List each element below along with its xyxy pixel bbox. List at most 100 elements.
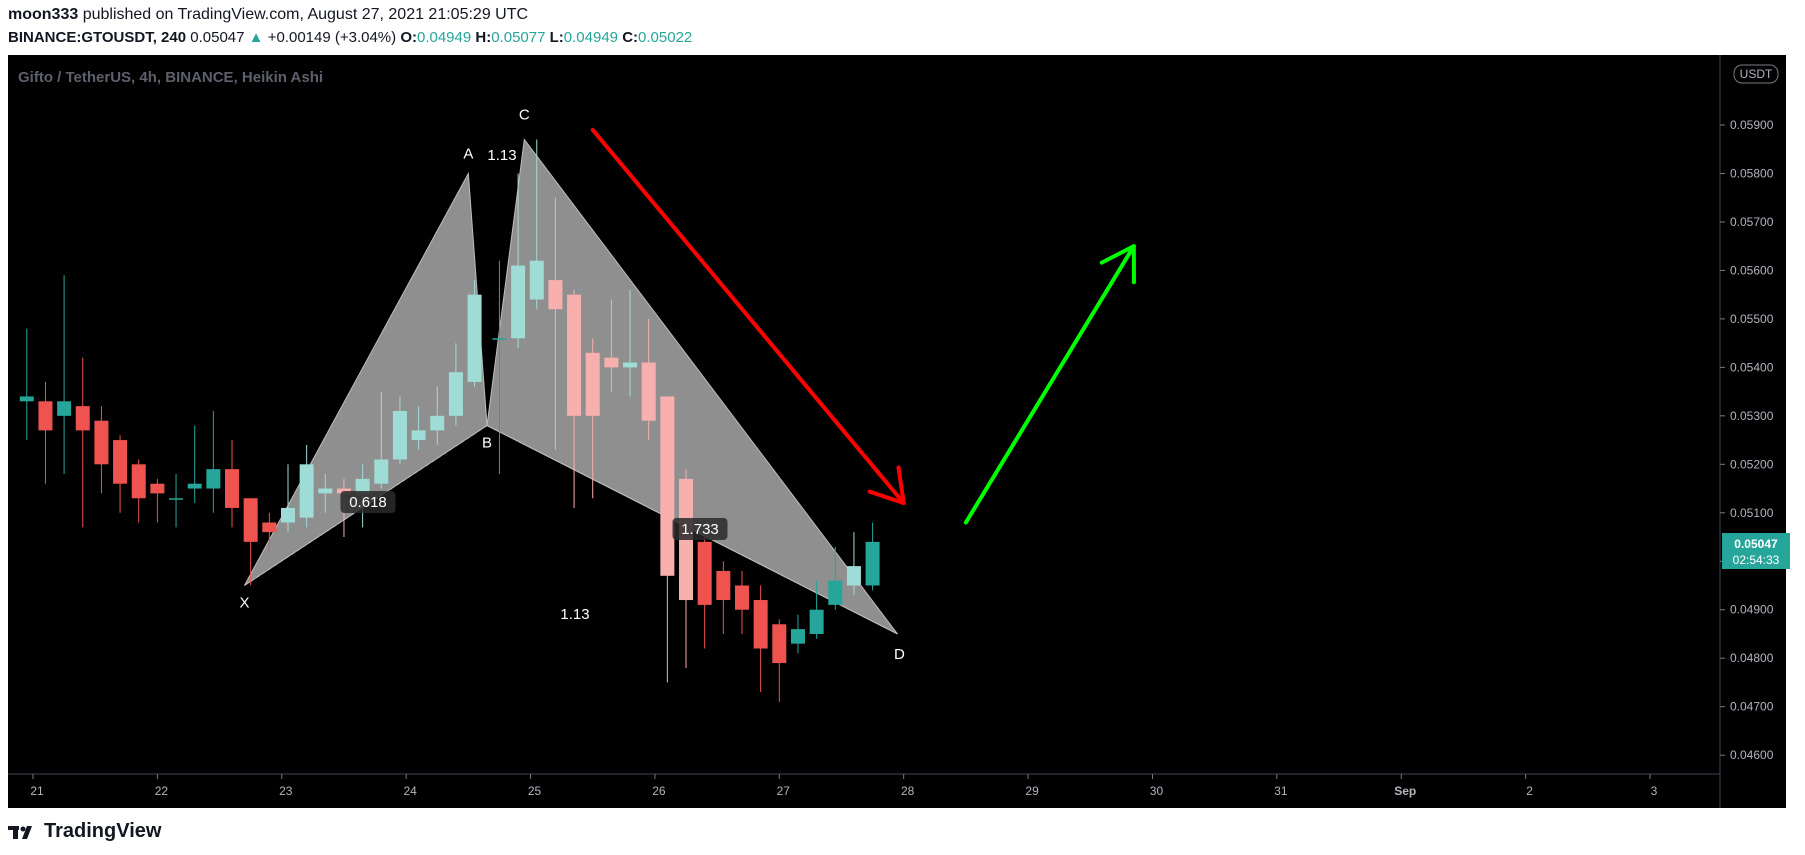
candle-body (57, 401, 72, 416)
symbol-label: BINANCE:GTOUSDT, 240 (8, 29, 187, 46)
candle-body (169, 498, 184, 500)
published-text: published on TradingView.com, August 27,… (82, 6, 529, 23)
candle-body (585, 352, 600, 416)
pattern-point-x: X (239, 594, 249, 611)
candle-body (225, 469, 240, 508)
y-tick-label: 0.05600 (1730, 263, 1774, 277)
candle-body (318, 488, 333, 494)
brand-name: TradingView (44, 820, 162, 842)
ratio-text: 1.13 (487, 147, 516, 164)
price-change: +0.00149 (+3.04%) (267, 29, 397, 46)
pattern-point-d: D (894, 646, 905, 663)
candle-body (492, 338, 507, 340)
candle-body (336, 488, 351, 494)
y-tick-label: 0.04700 (1730, 700, 1774, 714)
candle-body (511, 265, 526, 339)
candle-body (411, 430, 426, 441)
candle-body (846, 566, 861, 586)
tradingview-logo-icon (8, 825, 32, 839)
time-axis[interactable]: 21 22 23 24 25 26 27 28 29 30 31 Sep 2 3 (30, 774, 1658, 798)
currency-badge[interactable]: USDT (1733, 64, 1779, 84)
ratio-label: 1.733 (672, 518, 728, 540)
candle-body (809, 609, 824, 634)
tradingview-logo[interactable]: TradingView (8, 820, 161, 843)
open-label: O: (400, 29, 417, 46)
candle-body (529, 260, 544, 300)
x-tick-label: 29 (1025, 784, 1039, 798)
candle-body (150, 483, 165, 494)
candle-body (865, 541, 880, 586)
candle-body (716, 570, 731, 601)
candle-body (772, 624, 787, 664)
ratio-label: 1.13 (560, 606, 589, 623)
y-tick-label: 0.05500 (1730, 312, 1774, 326)
y-tick-label: 0.05300 (1730, 409, 1774, 423)
arrow-shaft (963, 244, 1136, 525)
x-tick-label: 2 (1526, 784, 1533, 798)
candle-body (548, 280, 563, 310)
symbol-info: BINANCE:GTOUSDT, 240 0.05047 ▲ +0.00149 … (8, 29, 692, 46)
candle-body (660, 396, 675, 576)
pattern-point-c: C (519, 107, 530, 124)
candle-body (355, 478, 370, 494)
x-tick-label: 26 (652, 784, 666, 798)
pattern-labels: X A B C D 0.618 1.13 1.733 1.13 (239, 107, 905, 663)
x-tick-label: 25 (528, 784, 542, 798)
x-tick-label: 24 (403, 784, 417, 798)
close-label: C: (622, 29, 639, 46)
high-value: 0.05077 (491, 29, 546, 46)
countdown-timer: 02:54:33 (1733, 553, 1780, 567)
currency-badge-text: USDT (1740, 67, 1773, 81)
candle-body (374, 459, 389, 484)
candle-body (430, 415, 445, 431)
y-tick-label: 0.05700 (1730, 215, 1774, 229)
candle-body (280, 507, 295, 523)
publish-info: moon333 published on TradingView.com, Au… (8, 6, 528, 24)
ratio-text: 1.733 (681, 521, 719, 538)
pattern-point-b: B (482, 435, 492, 452)
x-tick-label: 23 (279, 784, 293, 798)
ratio-text: 0.618 (349, 494, 387, 511)
last-price: 0.05047 (190, 29, 245, 46)
x-tick-label: 31 (1274, 784, 1288, 798)
x-tick-label: Sep (1394, 784, 1416, 798)
candle-body (392, 410, 407, 460)
arrows (590, 127, 1136, 525)
pattern-point-a: A (463, 145, 473, 162)
candle-body (262, 522, 277, 533)
last-price-label: 0.05047 02:54:33 (1722, 533, 1790, 569)
candle-body (19, 396, 34, 402)
low-value: 0.04949 (563, 29, 619, 46)
candle-body (734, 585, 749, 610)
x-tick-label: 3 (1651, 784, 1658, 798)
red-down-arrow (590, 127, 906, 506)
green-up-arrow (963, 244, 1136, 525)
x-tick-label: 30 (1150, 784, 1164, 798)
y-tick-label: 0.05200 (1730, 457, 1774, 471)
candles (19, 139, 880, 702)
y-tick-label: 0.05400 (1730, 360, 1774, 374)
ratio-text: 1.13 (560, 606, 589, 623)
last-price-value: 0.05047 (1734, 537, 1778, 551)
y-tick-label: 0.05900 (1730, 118, 1774, 132)
price-chart[interactable]: X A B C D 0.618 1.13 1.733 1.13 0.04600 0.04700 0.… (0, 0, 1805, 812)
ratio-label: 0.618 (340, 491, 396, 513)
x-tick-label: 21 (30, 784, 44, 798)
candle-body (697, 541, 712, 605)
candle-body (131, 464, 146, 499)
candle-body (113, 440, 128, 484)
up-triangle-icon: ▲ (248, 29, 264, 46)
candle-body (38, 401, 53, 431)
low-label: L: (549, 29, 564, 46)
chart-background (8, 55, 1786, 808)
candle-body (467, 294, 482, 382)
price-axis[interactable]: 0.046000.047000.048000.049000.050000.051… (1720, 118, 1774, 762)
arrow-head (1099, 244, 1136, 285)
chart-title: Gifto / TetherUS, 4h, BINANCE, Heikin As… (18, 69, 323, 86)
candle-body (790, 629, 805, 644)
y-tick-label: 0.04900 (1730, 603, 1774, 617)
author-name[interactable]: moon333 (8, 6, 79, 23)
high-label: H: (475, 29, 492, 46)
x-tick-label: 22 (155, 784, 169, 798)
y-tick-label: 0.05800 (1730, 166, 1774, 180)
